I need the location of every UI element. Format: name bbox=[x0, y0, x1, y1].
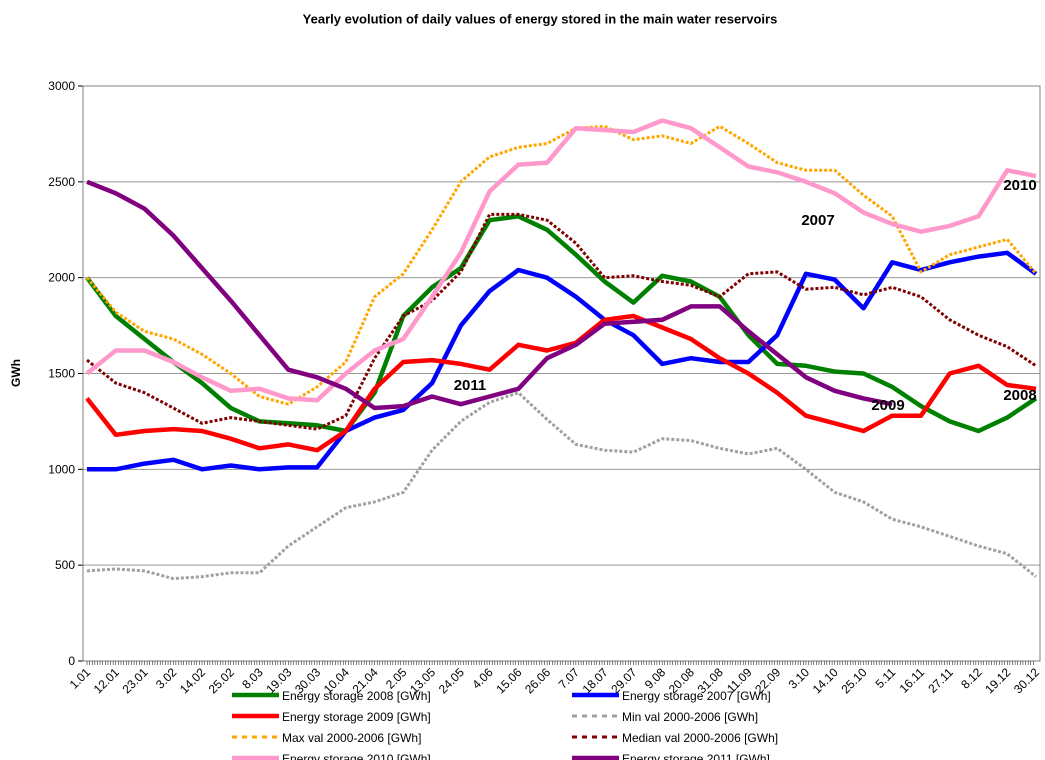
x-tick-label: 12.01 bbox=[91, 665, 122, 696]
x-tick-label: 24.05 bbox=[436, 665, 467, 696]
series-line bbox=[85, 124, 1038, 406]
x-tick-label: 1.01 bbox=[67, 665, 94, 692]
x-tick-label: 30.12 bbox=[1011, 665, 1042, 696]
x-tick-label: 23.01 bbox=[120, 665, 151, 696]
x-tick-label: 19.12 bbox=[982, 665, 1013, 696]
legend-label: Energy storage 2010 [GWh] bbox=[282, 752, 431, 760]
annotation: 2007 bbox=[801, 212, 834, 229]
series-line bbox=[85, 214, 1038, 434]
annotation: 2009 bbox=[871, 397, 904, 414]
legend-label: Energy storage 2007 [GWh] bbox=[622, 689, 771, 703]
x-tick-label: 14.10 bbox=[810, 665, 841, 696]
y-tick-label: 3000 bbox=[48, 79, 75, 93]
legend-label: Energy storage 2008 [GWh] bbox=[282, 689, 431, 703]
x-tick-label: 8.12 bbox=[958, 665, 985, 692]
series-line bbox=[86, 212, 1037, 431]
legend-label: Median val 2000-2006 [GWh] bbox=[622, 731, 778, 745]
y-tick-label: 500 bbox=[55, 558, 75, 572]
x-tick-label: 3.02 bbox=[153, 665, 180, 692]
x-tick-label: 15.06 bbox=[493, 665, 524, 696]
x-tick-label: 4.06 bbox=[469, 665, 496, 692]
y-tick-label: 0 bbox=[68, 654, 75, 668]
x-tick-label: 2.05 bbox=[383, 665, 410, 692]
series-line bbox=[87, 250, 1038, 472]
x-tick-label: 7.07 bbox=[556, 665, 583, 692]
x-tick-label: 16.11 bbox=[897, 665, 928, 696]
x-tick-label: 14.02 bbox=[177, 665, 208, 696]
x-tick-label: 3.10 bbox=[786, 665, 813, 692]
x-tick-label: 18.07 bbox=[580, 665, 611, 696]
y-tick-label: 1500 bbox=[48, 367, 75, 381]
x-tick-label: 27.11 bbox=[925, 665, 956, 696]
y-tick-label: 2500 bbox=[48, 175, 75, 189]
annotation: 2010 bbox=[1003, 177, 1036, 194]
series-line bbox=[85, 118, 1037, 403]
legend-label: Energy storage 2011 [GWh] bbox=[622, 752, 770, 760]
x-tick-label: 25.02 bbox=[206, 665, 237, 696]
annotation: 2008 bbox=[1003, 387, 1036, 404]
y-tick-label: 1000 bbox=[48, 462, 75, 476]
legend-label: Energy storage 2009 [GWh] bbox=[282, 710, 431, 724]
y-axis-label: GWh bbox=[9, 359, 23, 387]
x-tick-label: 25.10 bbox=[838, 665, 869, 696]
legend-label: Min val 2000-2006 [GWh] bbox=[622, 710, 758, 724]
plot-border bbox=[82, 85, 1041, 662]
chart-title: Yearly evolution of daily values of ener… bbox=[303, 11, 778, 26]
x-tick-label: 8.03 bbox=[239, 665, 266, 692]
annotation: 2011 bbox=[454, 377, 487, 394]
x-tick-label: 5.11 bbox=[873, 665, 899, 691]
series-line bbox=[85, 313, 1037, 453]
series-line bbox=[86, 391, 1037, 581]
series-line bbox=[86, 179, 893, 411]
legend-label: Max val 2000-2006 [GWh] bbox=[282, 731, 421, 745]
y-tick-label: 2000 bbox=[48, 271, 75, 285]
x-tick-label: 9.08 bbox=[642, 665, 669, 692]
x-tick-label: 26.06 bbox=[522, 665, 553, 696]
